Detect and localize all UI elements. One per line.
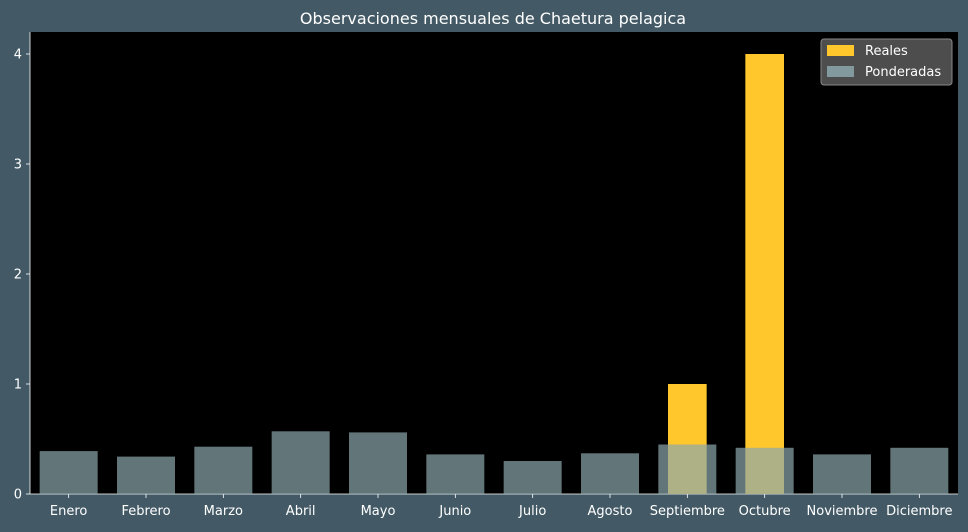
legend-label-ponderadas: Ponderadas	[865, 65, 941, 80]
bar-ponderadas	[117, 456, 175, 494]
bars	[39, 54, 949, 494]
bar-reales	[745, 54, 784, 494]
bar-ponderadas	[658, 444, 717, 494]
y-tick-label: 1	[14, 378, 22, 393]
bar-ponderadas	[581, 453, 639, 494]
x-tick-label: Diciembre	[886, 504, 952, 519]
bar-ponderadas	[271, 431, 330, 494]
x-tick-label: Julio	[518, 504, 546, 519]
bar-ponderadas	[39, 451, 98, 494]
bar-ponderadas	[194, 446, 253, 494]
x-tick-label: Marzo	[204, 504, 243, 519]
x-tick-label: Octubre	[739, 504, 791, 519]
legend-swatch-ponderadas	[827, 66, 854, 77]
plot-area	[30, 32, 958, 494]
x-tick-label: Abril	[286, 504, 316, 519]
x-tick-label: Agosto	[588, 504, 633, 519]
legend-swatch-reales	[827, 45, 854, 56]
bar-ponderadas	[890, 447, 949, 494]
bar-ponderadas	[503, 461, 562, 494]
x-tick-label: Febrero	[121, 504, 170, 519]
chart-title: Observaciones mensuales de Chaetura pela…	[300, 9, 686, 28]
bar-ponderadas	[426, 454, 485, 494]
bar-ponderadas	[813, 454, 871, 494]
y-tick-label: 2	[14, 268, 22, 283]
x-tick-label: Enero	[50, 504, 88, 519]
y-tick-label: 4	[14, 48, 22, 63]
y-tick-label: 3	[14, 158, 22, 173]
bar-ponderadas	[349, 432, 407, 494]
x-axis: Enero Febrero Marzo Abril Mayo Junio Julio Agos…	[30, 493, 958, 519]
x-tick-label: Mayo	[361, 504, 396, 519]
x-tick-label: Septiembre	[650, 504, 725, 519]
x-tick-label: Junio	[438, 504, 471, 519]
legend: Reales Ponderadas	[820, 38, 953, 86]
y-tick-label: 0	[14, 488, 22, 503]
x-tick-label: Noviembre	[807, 504, 878, 519]
legend-label-reales: Reales	[865, 44, 908, 59]
y-axis: 0 1 2 3 4	[14, 32, 31, 503]
bar-ponderadas	[735, 447, 794, 494]
